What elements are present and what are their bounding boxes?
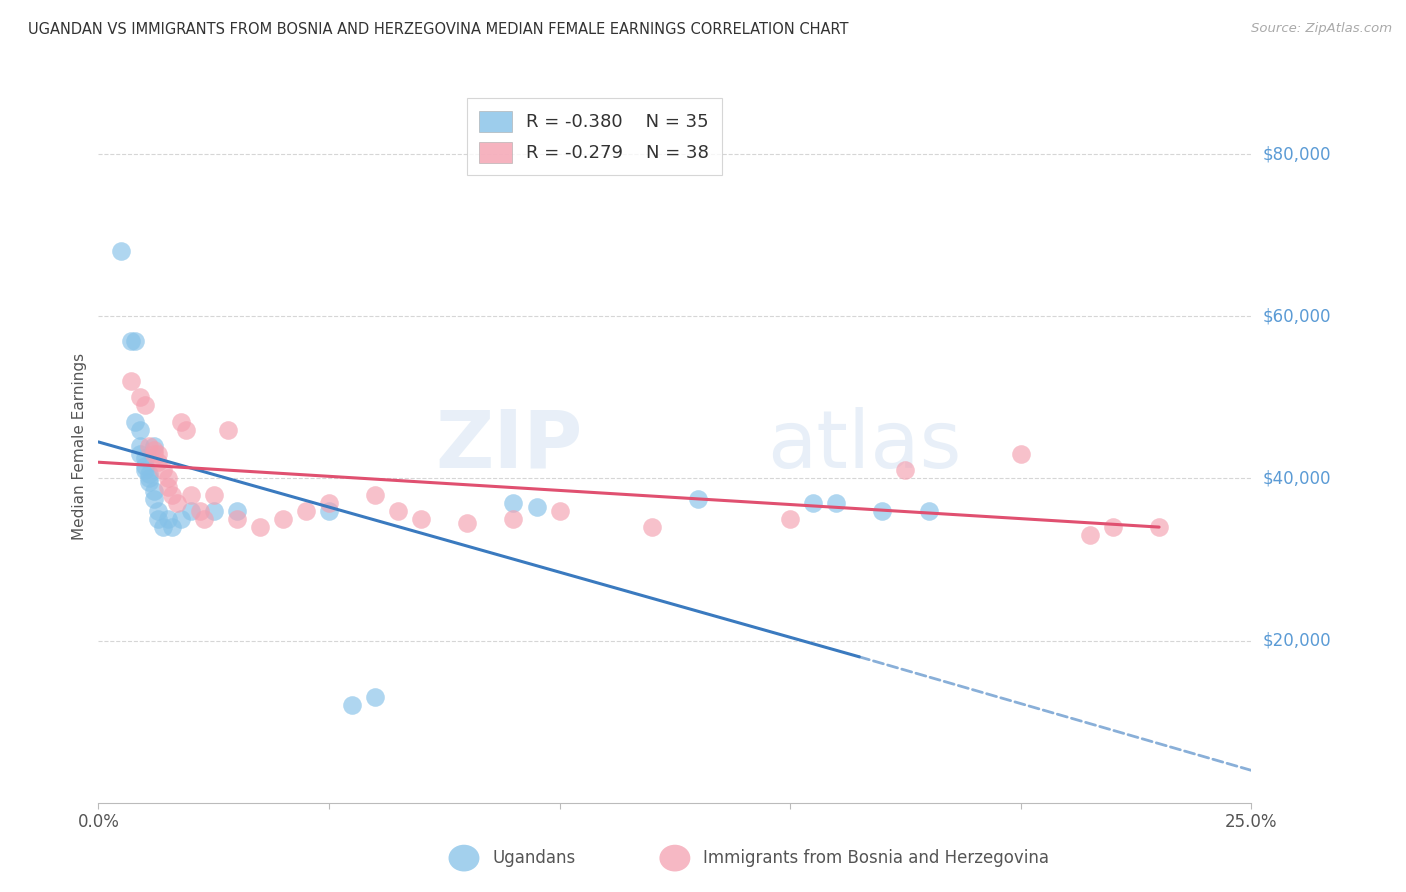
Point [502,512,524,526]
Point [142,483,165,498]
Point [142,447,165,461]
Point [202,504,225,518]
Point [387,504,409,518]
Point [142,443,165,458]
Text: $80,000: $80,000 [1263,145,1331,163]
Point [124,415,146,429]
Point [142,491,165,506]
Text: Immigrants from Bosnia and Herzegovina: Immigrants from Bosnia and Herzegovina [703,849,1049,867]
Point [180,504,202,518]
Text: UGANDAN VS IMMIGRANTS FROM BOSNIA AND HERZEGOVINA MEDIAN FEMALE EARNINGS CORRELA: UGANDAN VS IMMIGRANTS FROM BOSNIA AND HE… [28,22,849,37]
Point [170,512,193,526]
Point [364,690,387,705]
Point [502,496,524,510]
Point [134,459,156,474]
Point [174,423,197,437]
Point [138,439,160,453]
Point [1010,447,1032,461]
Point [156,471,179,485]
Point [340,698,363,713]
Point [295,504,318,518]
Point [180,488,202,502]
Point [225,512,247,526]
Point [134,463,156,477]
Legend: R = -0.380    N = 35, R = -0.279    N = 38: R = -0.380 N = 35, R = -0.279 N = 38 [467,98,721,175]
Point [318,504,340,518]
Point [148,504,170,518]
Point [1102,520,1125,534]
Y-axis label: Median Female Earnings: Median Female Earnings [72,352,87,540]
Point [170,415,193,429]
Point [202,488,225,502]
Text: atlas: atlas [768,407,962,485]
Point [138,475,160,490]
Text: $20,000: $20,000 [1263,632,1331,649]
Point [318,496,340,510]
Point [156,479,179,493]
Point [894,463,917,477]
Point [917,504,939,518]
Text: Ugandans: Ugandans [492,849,575,867]
Point [148,455,170,469]
Point [166,496,188,510]
Point [134,451,156,466]
Point [152,520,174,534]
Point [872,504,894,518]
Point [686,491,709,506]
Point [364,488,387,502]
Point [411,512,433,526]
Point [110,244,132,259]
Point [148,447,170,461]
Point [138,467,160,482]
Point [156,512,179,526]
Point [801,496,824,510]
Point [526,500,548,514]
Point [129,447,152,461]
Point [779,512,801,526]
Point [249,520,271,534]
Point [148,512,170,526]
Point [120,334,142,348]
Point [152,463,174,477]
Point [1078,528,1101,542]
Point [129,390,152,404]
Point [129,439,152,453]
Point [138,471,160,485]
Point [134,399,156,413]
Text: $40,000: $40,000 [1263,469,1331,487]
Point [641,520,664,534]
Point [160,520,183,534]
Point [160,488,183,502]
Point [825,496,848,510]
Text: ZIP: ZIP [436,407,582,485]
Text: $60,000: $60,000 [1263,307,1331,326]
Point [1147,520,1170,534]
Point [188,504,211,518]
Point [456,516,478,530]
Point [271,512,294,526]
Point [124,334,146,348]
Text: Source: ZipAtlas.com: Source: ZipAtlas.com [1251,22,1392,36]
Point [142,439,165,453]
Point [548,504,571,518]
Point [225,504,247,518]
Point [129,423,152,437]
Point [217,423,239,437]
Point [120,374,142,388]
Point [193,512,215,526]
